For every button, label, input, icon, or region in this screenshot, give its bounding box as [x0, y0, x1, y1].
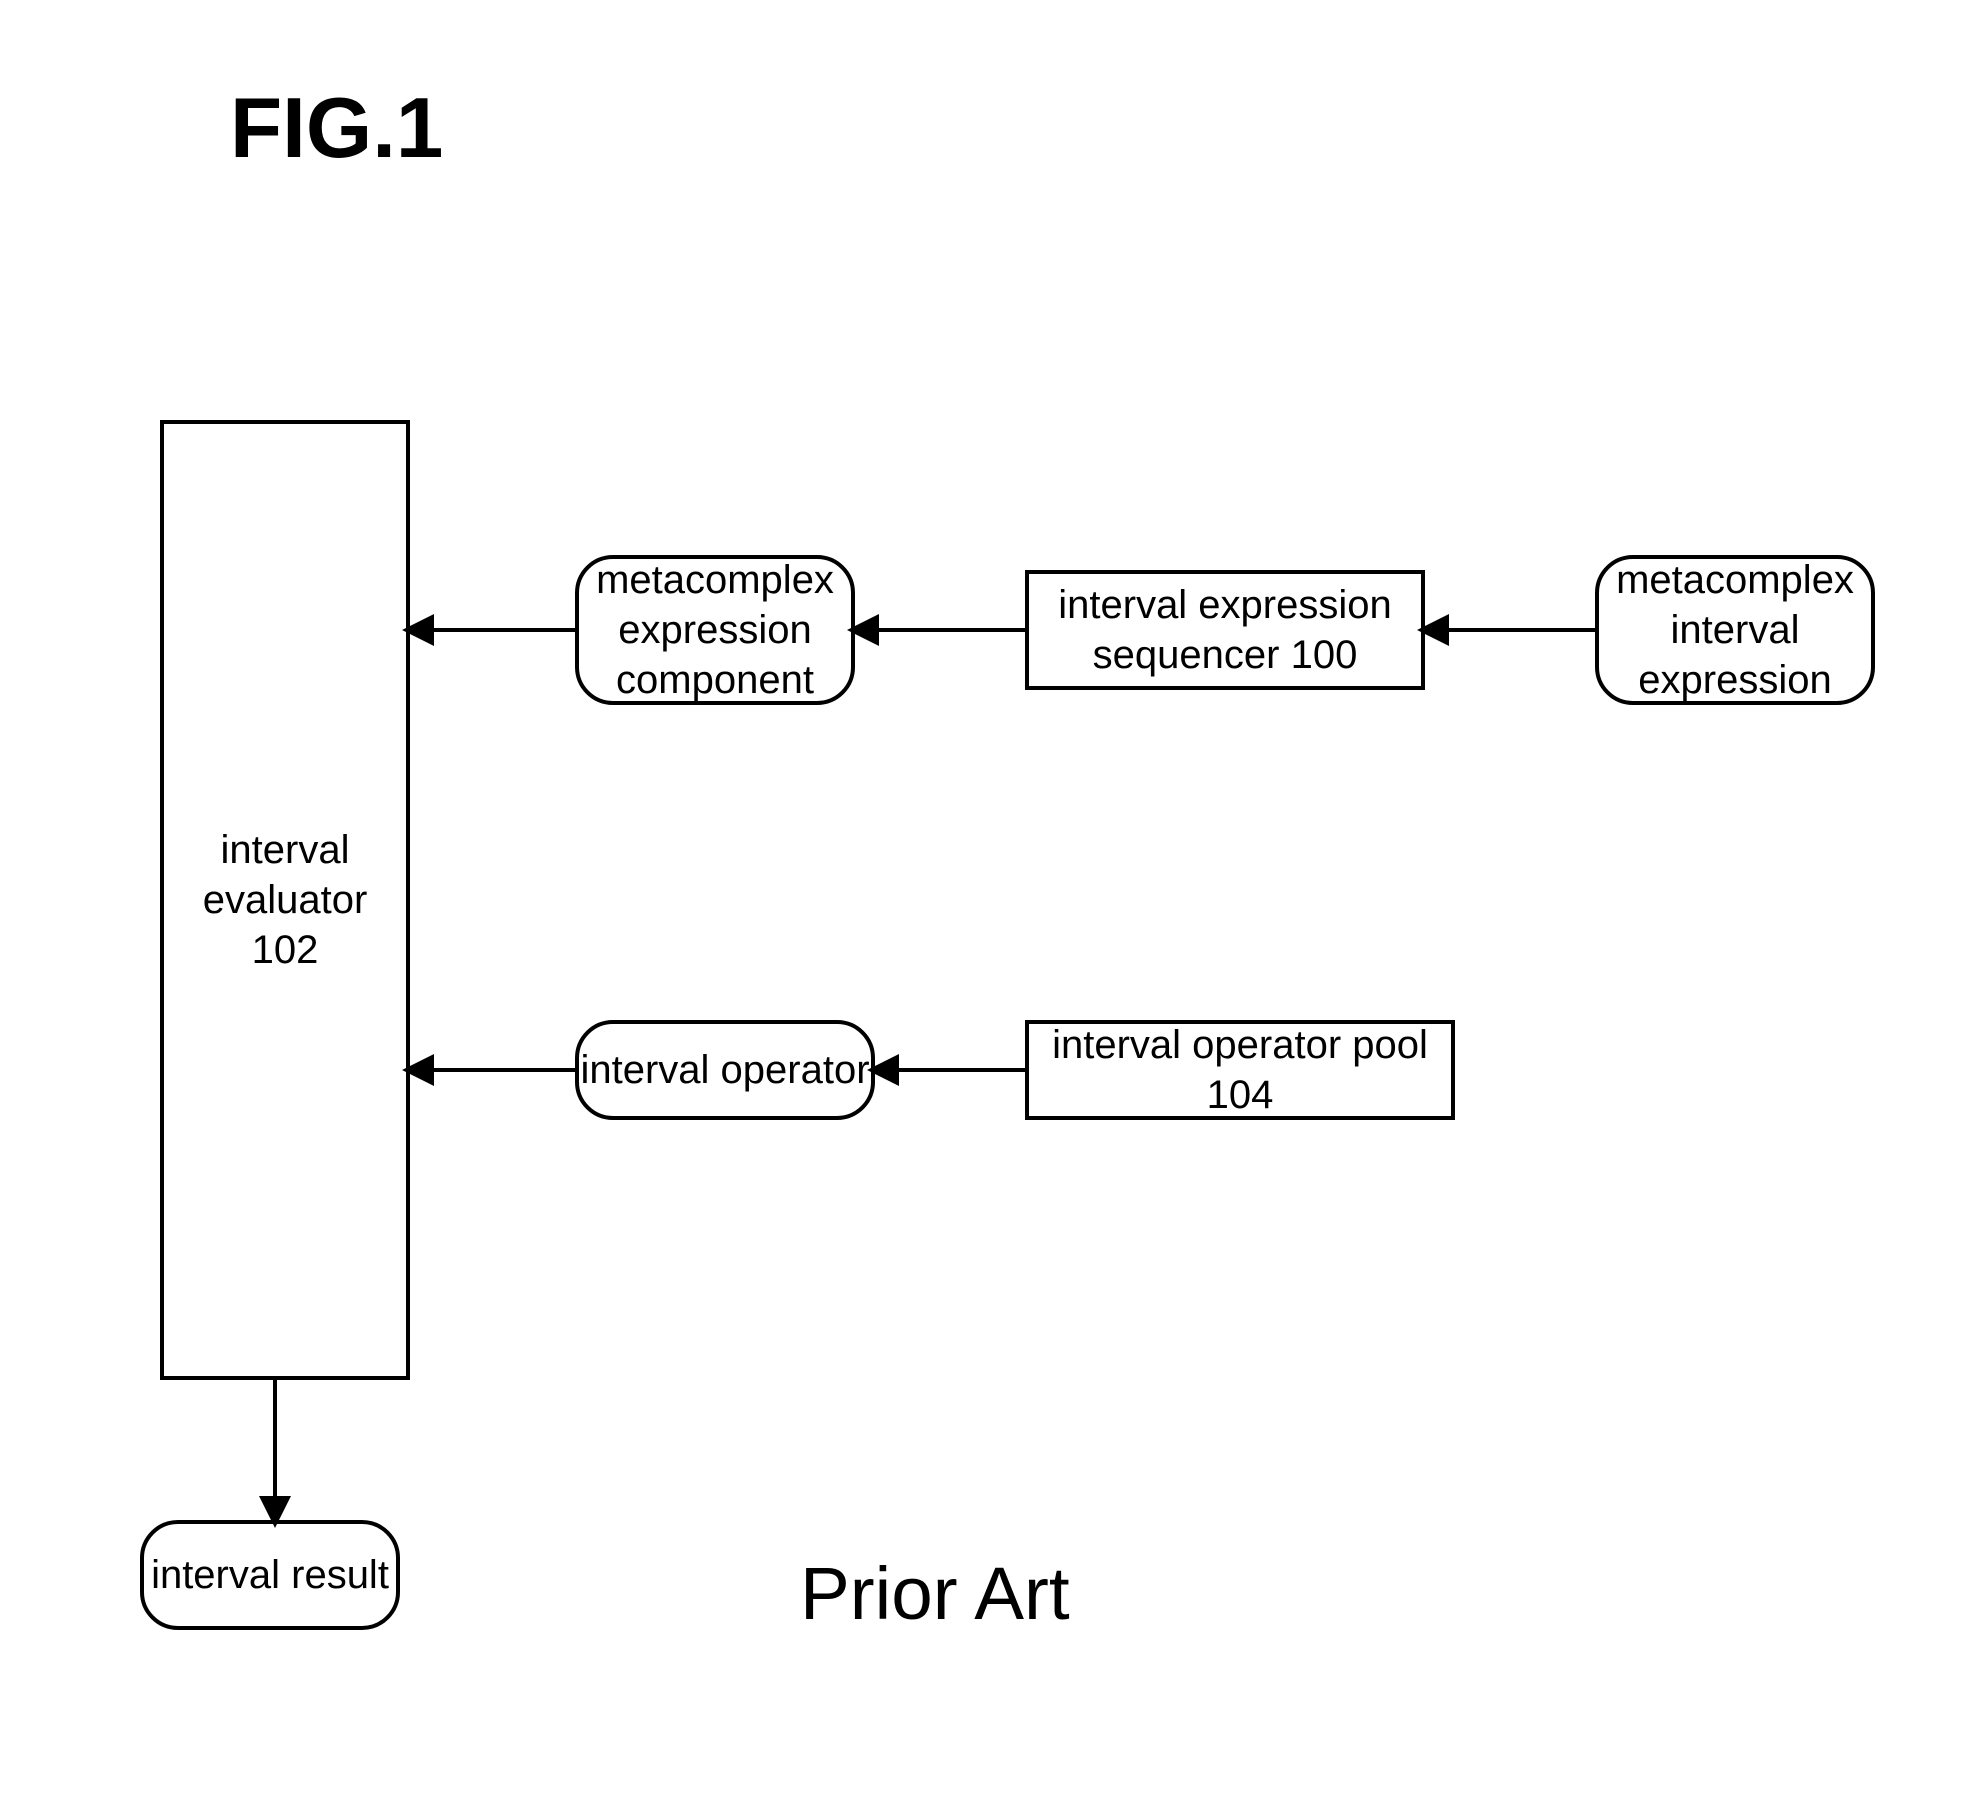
node-metacomplex-interval-expression: metacomplex interval expression — [1595, 555, 1875, 705]
prior-art-label: Prior Art — [800, 1550, 1070, 1636]
node-label: interval operator pool 104 — [1029, 1020, 1451, 1120]
node-label: interval operator — [580, 1045, 869, 1095]
node-label: interval expression sequencer 100 — [1058, 580, 1392, 680]
node-label: interval evaluator 102 — [164, 825, 406, 975]
node-interval-expression-sequencer: interval expression sequencer 100 — [1025, 570, 1425, 690]
node-interval-evaluator: interval evaluator 102 — [160, 420, 410, 1380]
node-label: metacomplex expression component — [596, 555, 834, 705]
node-label: interval result — [151, 1550, 389, 1600]
node-interval-result: interval result — [140, 1520, 400, 1630]
node-interval-operator-pool: interval operator pool 104 — [1025, 1020, 1455, 1120]
figure-title: FIG.1 — [230, 80, 443, 178]
node-metacomplex-expression-component: metacomplex expression component — [575, 555, 855, 705]
node-interval-operator: interval operator — [575, 1020, 875, 1120]
node-label: metacomplex interval expression — [1616, 555, 1854, 705]
diagram-canvas: FIG.1 interval evaluator 102 metacomplex… — [0, 0, 1982, 1801]
